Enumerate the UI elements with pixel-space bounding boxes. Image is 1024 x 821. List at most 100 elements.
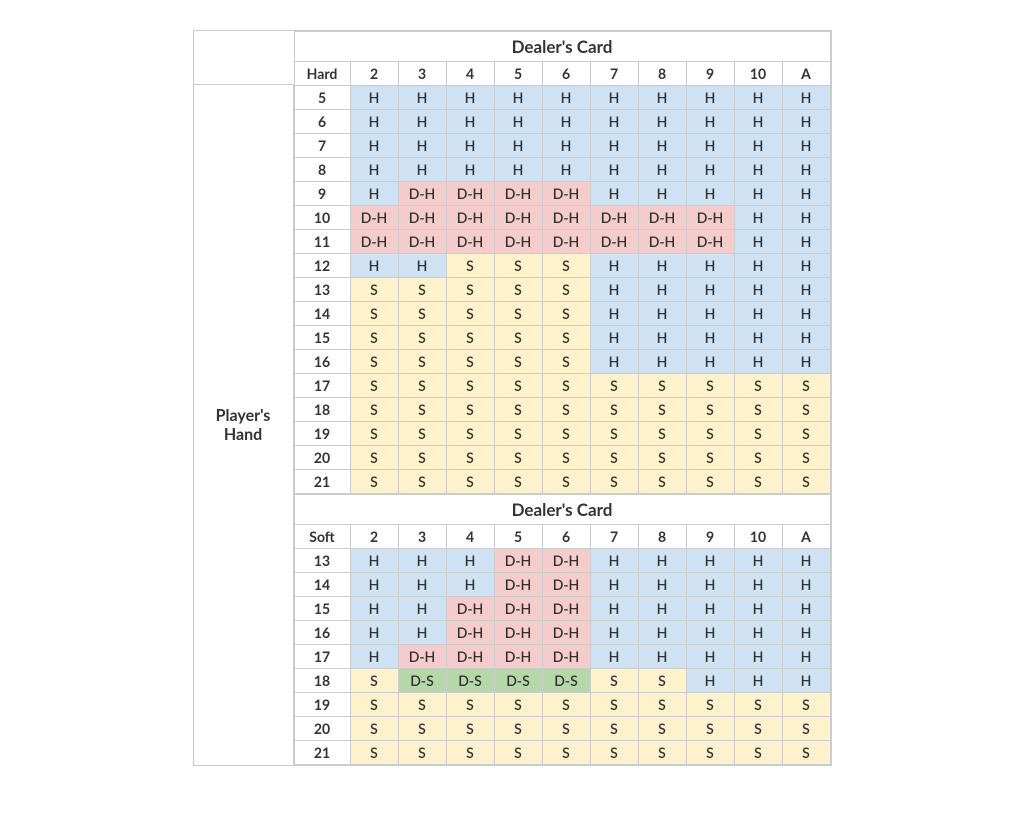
- player-total-header: 18: [294, 398, 350, 422]
- table-row: 7HHHHHHHHHH: [294, 134, 830, 158]
- action-cell: D-H: [638, 206, 686, 230]
- player-total-header: 10: [294, 206, 350, 230]
- dealer-card-header: 5: [494, 525, 542, 549]
- action-cell: S: [494, 741, 542, 765]
- action-cell: H: [398, 573, 446, 597]
- action-cell: H: [638, 158, 686, 182]
- action-cell: S: [494, 374, 542, 398]
- action-cell: S: [686, 741, 734, 765]
- dealer-card-header: 8: [638, 525, 686, 549]
- action-cell: S: [590, 446, 638, 470]
- strategy-table-soft: Dealer's CardSoft2345678910A13HHHD-HD-HH…: [294, 494, 831, 765]
- table-row: 13HHHD-HD-HHHHHH: [294, 549, 830, 573]
- action-cell: S: [686, 398, 734, 422]
- action-cell: H: [398, 549, 446, 573]
- action-cell: H: [734, 86, 782, 110]
- action-cell: D-H: [494, 182, 542, 206]
- action-cell: H: [734, 549, 782, 573]
- action-cell: S: [398, 350, 446, 374]
- action-cell: S: [638, 422, 686, 446]
- action-cell: H: [686, 134, 734, 158]
- action-cell: S: [686, 717, 734, 741]
- action-cell: H: [446, 158, 494, 182]
- action-cell: H: [782, 182, 830, 206]
- tables-container: Dealer's CardHard2345678910A5HHHHHHHHHH6…: [294, 31, 831, 765]
- action-cell: H: [686, 182, 734, 206]
- action-cell: S: [398, 374, 446, 398]
- action-cell: S: [350, 374, 398, 398]
- strategy-chart: Player's Hand Dealer's CardHard234567891…: [193, 30, 832, 766]
- player-total-header: 13: [294, 549, 350, 573]
- action-cell: S: [782, 398, 830, 422]
- action-cell: H: [734, 645, 782, 669]
- player-total-header: 18: [294, 669, 350, 693]
- dealer-card-header: 3: [398, 525, 446, 549]
- action-cell: S: [734, 717, 782, 741]
- action-cell: S: [542, 326, 590, 350]
- action-cell: S: [542, 446, 590, 470]
- player-total-header: 12: [294, 254, 350, 278]
- action-cell: H: [782, 302, 830, 326]
- action-cell: H: [494, 110, 542, 134]
- action-cell: D-H: [494, 549, 542, 573]
- action-cell: S: [638, 470, 686, 494]
- action-cell: H: [686, 326, 734, 350]
- action-cell: H: [686, 86, 734, 110]
- table-row: 6HHHHHHHHHH: [294, 110, 830, 134]
- dealer-card-header: 2: [350, 525, 398, 549]
- action-cell: H: [686, 597, 734, 621]
- action-cell: H: [782, 278, 830, 302]
- action-cell: H: [446, 573, 494, 597]
- table-row: 21SSSSSSSSSS: [294, 470, 830, 494]
- player-total-header: 15: [294, 326, 350, 350]
- action-cell: D-H: [494, 621, 542, 645]
- action-cell: S: [398, 470, 446, 494]
- action-cell: H: [782, 573, 830, 597]
- action-cell: H: [638, 597, 686, 621]
- action-cell: H: [782, 645, 830, 669]
- action-cell: S: [542, 374, 590, 398]
- action-cell: S: [590, 422, 638, 446]
- table-row: 19SSSSSSSSSS: [294, 693, 830, 717]
- action-cell: H: [446, 110, 494, 134]
- action-cell: H: [494, 86, 542, 110]
- action-cell: S: [638, 717, 686, 741]
- action-cell: H: [638, 254, 686, 278]
- action-cell: H: [590, 134, 638, 158]
- action-cell: H: [350, 158, 398, 182]
- action-cell: H: [350, 254, 398, 278]
- action-cell: H: [782, 621, 830, 645]
- action-cell: S: [398, 422, 446, 446]
- action-cell: S: [350, 302, 398, 326]
- action-cell: S: [494, 693, 542, 717]
- action-cell: H: [638, 134, 686, 158]
- action-cell: S: [542, 470, 590, 494]
- action-cell: S: [350, 398, 398, 422]
- dealer-card-header: 6: [542, 525, 590, 549]
- table-row: 8HHHHHHHHHH: [294, 158, 830, 182]
- action-cell: H: [782, 86, 830, 110]
- action-cell: H: [590, 350, 638, 374]
- action-cell: S: [542, 693, 590, 717]
- action-cell: S: [446, 374, 494, 398]
- action-cell: D-H: [638, 230, 686, 254]
- action-cell: S: [782, 374, 830, 398]
- dealer-card-header: A: [782, 62, 830, 86]
- action-cell: D-H: [542, 573, 590, 597]
- action-cell: S: [542, 398, 590, 422]
- action-cell: S: [638, 741, 686, 765]
- action-cell: S: [782, 693, 830, 717]
- action-cell: S: [398, 446, 446, 470]
- action-cell: D-H: [350, 230, 398, 254]
- action-cell: H: [782, 110, 830, 134]
- action-cell: H: [542, 158, 590, 182]
- action-cell: H: [638, 302, 686, 326]
- player-total-header: 14: [294, 302, 350, 326]
- player-total-header: 17: [294, 645, 350, 669]
- action-cell: S: [638, 669, 686, 693]
- action-cell: D-S: [542, 669, 590, 693]
- action-cell: H: [638, 110, 686, 134]
- table-row: 14SSSSSHHHHH: [294, 302, 830, 326]
- action-cell: S: [350, 693, 398, 717]
- action-cell: H: [734, 302, 782, 326]
